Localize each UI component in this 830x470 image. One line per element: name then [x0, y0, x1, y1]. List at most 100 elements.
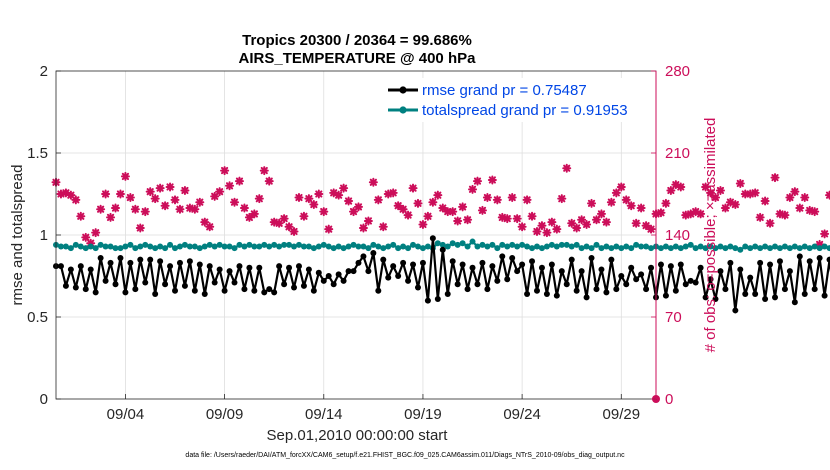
obs-point: [463, 215, 473, 225]
rmse-point: [469, 264, 476, 271]
totalspread-point: [732, 245, 739, 252]
rmse-point: [821, 292, 828, 299]
obs-point-stroke: [280, 215, 288, 223]
obs-point-stroke: [449, 207, 457, 216]
totalspread-point: [499, 241, 506, 248]
totalspread-point: [261, 241, 268, 248]
rmse-point: [444, 291, 451, 298]
rmse-point: [291, 284, 298, 291]
rmse-point: [757, 259, 764, 266]
obs-point: [760, 196, 770, 206]
totalspread-point: [102, 243, 109, 250]
rmse-point: [246, 264, 253, 271]
obs-point: [522, 195, 532, 205]
obs-point: [666, 185, 676, 195]
obs-point: [140, 207, 150, 217]
obs-point: [155, 183, 165, 193]
x-tick-label: 09/24: [503, 406, 541, 423]
obs-point: [353, 202, 363, 212]
rmse-point: [509, 254, 516, 261]
x-tick-label: 09/09: [206, 406, 244, 423]
obs-point: [696, 209, 706, 219]
obs-point: [448, 207, 458, 217]
data-file-footnote: data file: /Users/raeder/DAI/ATM_forcXX/…: [185, 452, 625, 459]
rmse-point: [618, 273, 625, 279]
obs-point: [661, 198, 671, 208]
obs-point: [646, 224, 656, 234]
totalspread-point: [563, 241, 570, 248]
obs-point: [230, 197, 240, 207]
obs-point: [368, 177, 378, 187]
obs-point: [542, 228, 552, 238]
rmse-point: [687, 277, 694, 284]
rmse-point: [360, 253, 367, 260]
obs-point: [621, 195, 631, 205]
obs-point-stroke: [196, 198, 204, 206]
totalspread-point: [385, 243, 392, 250]
obs-point-stroke: [335, 191, 343, 199]
totalspread-point: [469, 238, 476, 245]
rmse-point: [271, 289, 278, 296]
obs-point: [358, 223, 368, 233]
obs-point-stroke: [553, 225, 561, 233]
totalspread-point: [295, 241, 302, 248]
totalspread-point: [618, 245, 625, 252]
obs-point-stroke: [548, 218, 556, 226]
rmse-point: [816, 254, 823, 261]
rmse-point: [583, 294, 590, 301]
obs-point: [76, 211, 86, 221]
obs-point-stroke: [573, 224, 581, 232]
obs-point: [423, 211, 433, 221]
obs-point: [130, 204, 140, 214]
obs-point-stroke: [206, 223, 214, 231]
y-axis-label-left: rmse and totalspread: [9, 165, 26, 306]
obs-point-stroke: [131, 205, 139, 213]
rmse-point: [286, 264, 293, 271]
totalspread-point: [702, 245, 709, 252]
rmse-point: [92, 289, 99, 296]
rmse-point: [722, 286, 729, 293]
obs-point-stroke: [409, 184, 417, 192]
rmse-point: [762, 295, 769, 302]
obs-point-stroke: [111, 204, 120, 212]
obs-point-stroke: [414, 199, 422, 207]
obs-point: [706, 188, 716, 198]
totalspread-point: [370, 241, 377, 248]
obs-point: [314, 189, 324, 199]
obs-point-stroke: [374, 196, 382, 204]
obs-point: [720, 203, 730, 213]
obs-point-stroke: [538, 222, 546, 230]
obs-point: [170, 195, 180, 205]
obs-point: [547, 217, 557, 227]
rmse-point: [692, 279, 699, 286]
rmse-point: [593, 286, 600, 293]
totalspread-point: [737, 246, 744, 253]
totalspread-point: [315, 243, 322, 250]
rmse-point: [320, 277, 327, 284]
rmse-point: [806, 258, 813, 265]
totalspread-point: [633, 241, 640, 248]
totalspread-point: [662, 243, 669, 250]
rmse-point: [786, 268, 793, 275]
obs-point-stroke: [459, 203, 467, 211]
obs-point-stroke: [726, 198, 734, 206]
obs-point-stroke: [121, 172, 130, 181]
obs-point: [175, 204, 185, 214]
rmse-point: [742, 291, 749, 298]
rmse-point: [776, 258, 783, 265]
obs-point-stroke: [325, 225, 333, 233]
obs-point-stroke: [320, 207, 328, 216]
grid: [56, 71, 656, 399]
obs-point: [145, 187, 155, 197]
totalspread-point: [489, 241, 496, 248]
obs-point-stroke: [67, 191, 75, 199]
totalspread-point: [613, 243, 620, 250]
rmse-point: [732, 307, 739, 314]
rmse-point: [340, 277, 347, 284]
totalspread-point: [276, 243, 283, 250]
obs-point: [339, 183, 349, 193]
rmse-point: [474, 281, 481, 288]
obs-point-stroke: [493, 196, 501, 204]
obs-point: [780, 210, 790, 220]
obs-point-stroke: [136, 224, 144, 232]
